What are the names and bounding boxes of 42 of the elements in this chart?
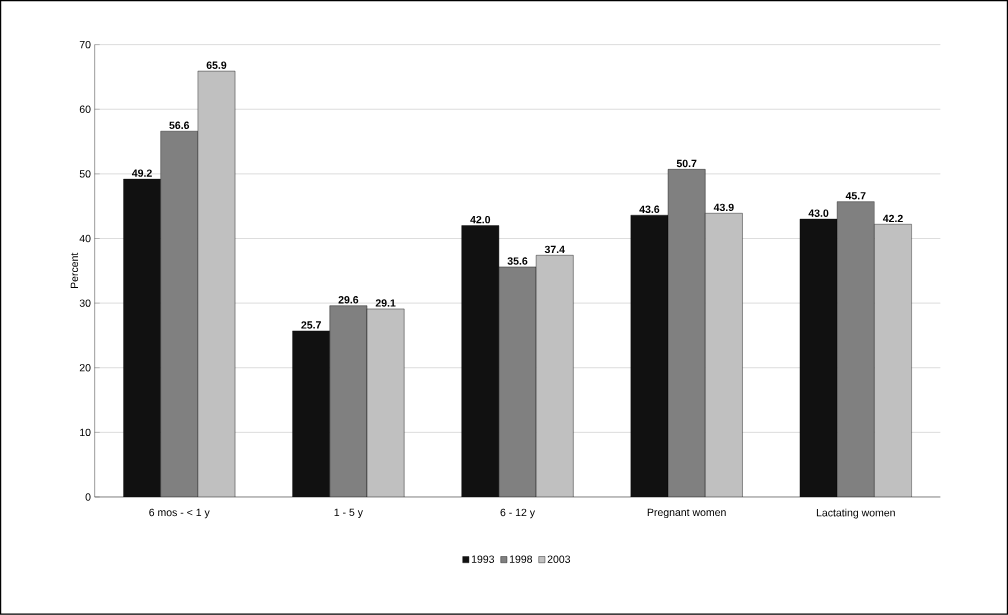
data-label: 45.7: [845, 192, 866, 200]
data-label: 35.6: [507, 257, 528, 265]
y-axis-title: Percent: [70, 252, 79, 289]
bar: [197, 71, 236, 498]
y-tick-label: 70: [79, 41, 91, 49]
y-tick-label: 10: [80, 428, 91, 437]
bar: [705, 213, 743, 498]
data-label: 56.6: [169, 121, 190, 130]
data-label: 49.2: [131, 169, 152, 177]
data-label: 43.6: [639, 205, 660, 214]
x-tick-label: Pregnant women: [647, 508, 726, 519]
data-label: 43.0: [808, 209, 829, 218]
bar: [160, 131, 198, 498]
x-tick-label: Lactating women: [816, 508, 895, 519]
data-label: 42.0: [470, 216, 491, 224]
y-tick-label: 20: [79, 364, 91, 372]
y-tick-label: 50: [79, 170, 91, 178]
bar: [536, 255, 574, 498]
y-tick-label: 60: [79, 105, 91, 114]
x-tick-label: 6 - 12 y: [500, 508, 536, 519]
data-label: 43.9: [713, 203, 734, 212]
y-tick-label: 30: [79, 299, 91, 307]
legend-label: 1993: [471, 555, 495, 564]
bar: [668, 169, 706, 498]
data-label: 37.4: [544, 245, 565, 254]
x-tick-label: 6 mos - < 1 y: [149, 508, 210, 519]
bar: [836, 201, 875, 498]
x-tick-label: 1 - 5 y: [334, 508, 363, 519]
bar: [874, 224, 912, 498]
legend-label: 1998: [509, 555, 533, 564]
y-tick-label: 40: [79, 234, 91, 243]
bar: [498, 267, 537, 498]
data-label: 25.7: [301, 321, 321, 329]
data-label: 50.7: [676, 159, 697, 168]
data-label: 42.2: [882, 214, 903, 223]
data-label: 29.1: [375, 299, 396, 307]
bar: [329, 305, 367, 498]
legend-label: 2003: [547, 555, 571, 564]
bar: [366, 309, 405, 498]
y-tick-label: 0: [85, 493, 91, 501]
data-label: 65.9: [206, 61, 227, 70]
data-label: 29.6: [338, 296, 359, 304]
